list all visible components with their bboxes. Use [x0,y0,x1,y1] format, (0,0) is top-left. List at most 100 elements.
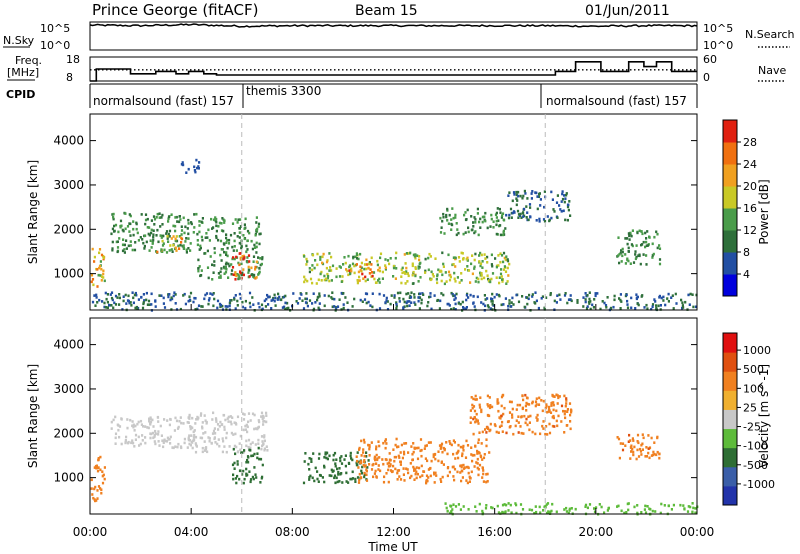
range-cell [338,480,341,483]
range-cell [318,292,321,295]
range-cell [475,510,478,513]
range-cell [211,418,214,421]
range-cell [254,277,257,280]
range-cell [405,467,408,470]
range-cell [129,234,132,237]
range-cell [672,307,675,310]
range-cell [477,468,480,471]
range-cell [206,236,209,239]
range-cell [556,394,559,397]
range-cell [139,236,142,239]
range-cell [524,192,527,195]
range-cell [427,441,430,444]
nsky-left-label: N.Sky [3,34,35,47]
range-cell [469,476,472,480]
range-cell [460,251,463,255]
range-cell [110,291,114,294]
range-cell [91,300,95,304]
range-cell [331,297,334,301]
range-cell [300,293,303,296]
range-cell [102,256,105,259]
range-cell [95,296,98,299]
range-cell [191,416,194,420]
range-cell [508,411,512,414]
range-cell [348,269,351,272]
range-cell [214,216,217,219]
range-cell [201,450,204,454]
range-cell [222,439,225,443]
range-cell [471,406,474,410]
range-cell [250,239,253,243]
range-cell [424,271,427,274]
range-cell [212,304,215,308]
range-cell [567,208,570,212]
range-cell [326,272,329,276]
range-cell [225,450,228,454]
range-cell [405,270,408,273]
range-cell [662,299,665,302]
range-cell [91,493,94,496]
range-cell [330,269,333,272]
colorbar-swatch [723,333,737,353]
range-cell [133,248,137,252]
range-cell [142,293,145,296]
range-cell [188,298,191,302]
range-cell [99,455,102,459]
range-cell [382,462,385,466]
range-cell [414,274,417,278]
range-cell [486,255,489,259]
range-cell [223,425,226,429]
range-cell [273,299,276,303]
range-cell [233,257,236,261]
range-cell [238,292,241,296]
range-cell [268,295,271,299]
range-cell [360,454,363,457]
range-cell [453,467,457,471]
range-cell [484,211,487,215]
range-cell [525,396,529,400]
range-cell [379,256,382,260]
range-cell [245,474,248,477]
range-cell [672,503,675,507]
range-cell [189,242,192,245]
range-cell [546,410,549,414]
range-cell [150,292,153,296]
range-cell [171,446,174,449]
range-cell [136,422,139,426]
range-cell [228,238,231,242]
range-cell [384,258,387,261]
range-cell [251,441,254,444]
range-cell [389,469,393,472]
range-cell [617,236,620,239]
range-cell [174,239,177,242]
range-cell [565,192,568,195]
range-cell [692,506,695,510]
range-cell [482,469,485,472]
range-cell [486,226,489,230]
x-tick-label: 12:00 [376,525,411,539]
range-cell [449,442,452,445]
range-cell [619,442,622,445]
range-cell [538,220,541,223]
range-cell [492,226,495,229]
range-cell [694,305,698,309]
range-cell [389,302,392,306]
range-cell [415,466,418,469]
range-cell [230,422,233,426]
range-cell [523,207,526,211]
range-cell [242,412,245,416]
range-cell [384,301,387,304]
range-cell [442,293,445,297]
range-cell [407,451,410,454]
range-cell [182,294,185,297]
range-cell [368,463,371,466]
range-cell [392,275,395,278]
range-cell [477,233,480,237]
range-cell [555,393,558,397]
range-cell [481,476,484,479]
range-cell [513,211,516,214]
range-cell [512,432,515,436]
range-cell [491,506,494,510]
range-cell [645,237,648,240]
range-cell [248,448,251,452]
